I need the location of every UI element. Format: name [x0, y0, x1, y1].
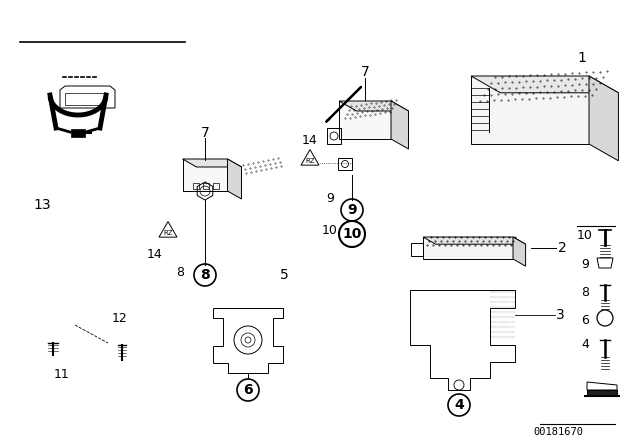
Text: 12: 12 [112, 311, 128, 324]
Polygon shape [227, 159, 241, 199]
Text: RZ: RZ [163, 230, 173, 236]
Polygon shape [339, 101, 391, 139]
Text: 10: 10 [342, 227, 362, 241]
Text: 4: 4 [454, 398, 464, 412]
Text: 10: 10 [577, 228, 593, 241]
Polygon shape [589, 76, 618, 161]
Text: 5: 5 [280, 268, 289, 282]
Text: 8: 8 [176, 267, 184, 280]
Text: 9: 9 [581, 258, 589, 271]
Text: 4: 4 [581, 339, 589, 352]
Polygon shape [339, 101, 408, 111]
Text: 13: 13 [33, 198, 51, 212]
Polygon shape [587, 390, 617, 396]
Text: 7: 7 [360, 65, 369, 79]
Polygon shape [471, 76, 589, 144]
Text: 6: 6 [243, 383, 253, 397]
Polygon shape [423, 237, 513, 259]
Text: 9: 9 [326, 191, 334, 204]
Text: 00181670: 00181670 [533, 427, 583, 437]
Text: 1: 1 [577, 51, 586, 65]
Text: 2: 2 [557, 241, 566, 255]
Polygon shape [182, 159, 241, 167]
Text: RZ: RZ [305, 158, 315, 164]
Polygon shape [71, 129, 85, 137]
Polygon shape [471, 76, 618, 93]
Text: 3: 3 [556, 308, 564, 322]
Text: 7: 7 [200, 126, 209, 140]
Text: 14: 14 [302, 134, 318, 146]
Text: 14: 14 [147, 249, 163, 262]
Text: 8: 8 [581, 285, 589, 298]
Text: 10: 10 [322, 224, 338, 237]
Polygon shape [423, 237, 525, 244]
Polygon shape [391, 101, 408, 149]
Polygon shape [182, 159, 227, 191]
Text: 11: 11 [54, 369, 70, 382]
Text: 6: 6 [581, 314, 589, 327]
Text: 8: 8 [200, 268, 210, 282]
Polygon shape [513, 237, 525, 266]
Text: 9: 9 [347, 203, 357, 217]
